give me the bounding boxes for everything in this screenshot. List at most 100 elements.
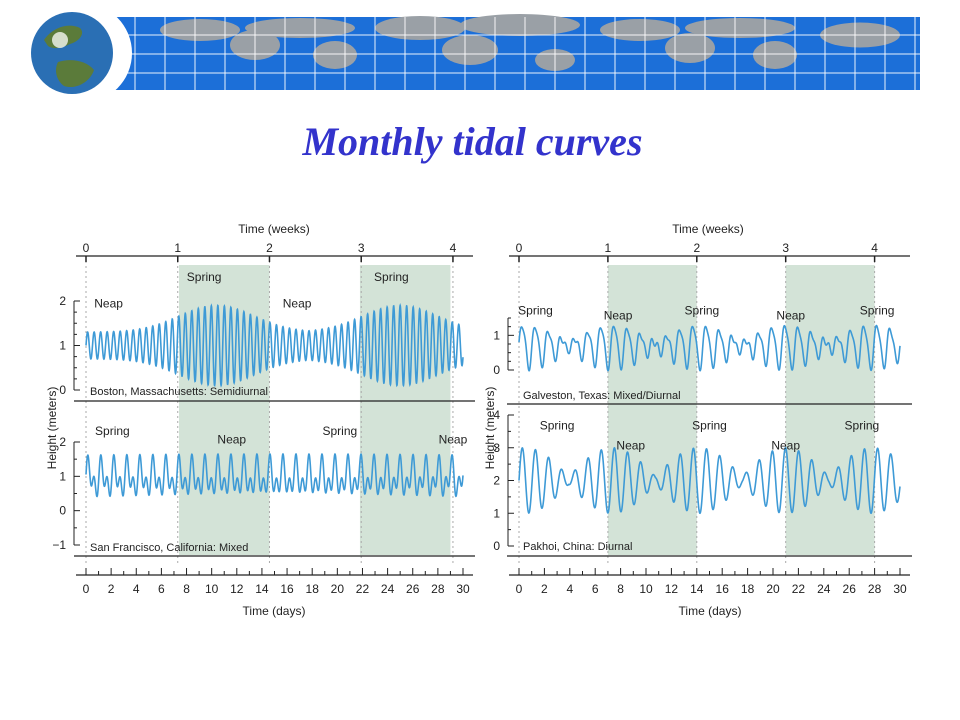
annotation-label: Spring [692, 419, 727, 433]
y-tick-label: 2 [493, 474, 500, 488]
day-tick-label: 18 [741, 582, 755, 596]
annotation-label: Neap [771, 438, 800, 452]
spring-band [785, 265, 875, 555]
week-tick-label: 0 [516, 241, 523, 255]
day-tick-label: 26 [843, 582, 857, 596]
y-tick-label: 3 [493, 441, 500, 455]
day-tick-label: 22 [792, 582, 806, 596]
tide-curve [85, 302, 464, 388]
annotation-label: Spring [845, 419, 880, 433]
day-tick-label: 24 [381, 582, 395, 596]
left-y-axis-label: Height (meters) [45, 387, 59, 470]
boston-station-label: Boston, Massachusetts: Semidiurnal [90, 386, 268, 398]
left-bottom-axis-label: Time (days) [243, 604, 306, 618]
map-landmass [245, 18, 355, 38]
day-tick-label: 0 [516, 582, 523, 596]
day-tick-label: 2 [108, 582, 115, 596]
galveston-station-label: Galveston, Texas: Mixed/Diurnal [523, 390, 681, 402]
week-tick-label: 3 [358, 241, 365, 255]
y-tick-label: 2 [59, 294, 66, 308]
y-tick-label: −1 [52, 538, 66, 552]
week-tick-label: 2 [266, 241, 273, 255]
week-tick-label: 4 [450, 241, 457, 255]
day-tick-label: 14 [255, 582, 269, 596]
annotation-label: Spring [860, 304, 895, 318]
day-tick-label: 10 [639, 582, 653, 596]
map-landmass [685, 18, 795, 38]
week-tick-label: 0 [83, 241, 90, 255]
map-grid [112, 17, 920, 90]
week-tick-label: 1 [174, 241, 181, 255]
day-tick-label: 8 [183, 582, 190, 596]
tide-curve [85, 452, 464, 498]
sanfrancisco-station-label: San Francisco, California: Mixed [90, 542, 248, 554]
day-tick-label: 0 [83, 582, 90, 596]
day-tick-label: 24 [817, 582, 831, 596]
tide-curve [518, 324, 901, 372]
annotation-label: Neap [616, 438, 645, 452]
week-tick-label: 1 [605, 241, 612, 255]
y-tick-label: 1 [493, 506, 500, 520]
y-tick-label: 0 [59, 383, 66, 397]
spring-band [359, 265, 451, 555]
day-tick-label: 10 [205, 582, 219, 596]
slide-title: Monthly tidal curves [302, 119, 643, 164]
y-tick-label: 0 [59, 504, 66, 518]
annotation-label: Neap [776, 309, 805, 323]
map-landmass [375, 16, 465, 40]
tide-curve [518, 446, 901, 515]
day-tick-label: 12 [665, 582, 679, 596]
day-tick-label: 30 [893, 582, 907, 596]
day-tick-label: 4 [566, 582, 573, 596]
map-landmass [313, 41, 357, 69]
day-tick-label: 18 [306, 582, 320, 596]
day-tick-label: 2 [541, 582, 548, 596]
day-tick-label: 28 [868, 582, 882, 596]
day-tick-label: 16 [280, 582, 294, 596]
map-landmass [753, 41, 797, 69]
map-landmass [460, 14, 580, 36]
annotation-label: Neap [283, 297, 312, 311]
day-tick-label: 28 [431, 582, 445, 596]
pakhoi-station-label: Pakhoi, China: Diurnal [523, 541, 632, 553]
header-banner [31, 3, 920, 103]
y-tick-label: 1 [493, 328, 500, 342]
day-tick-label: 26 [406, 582, 420, 596]
map-landmass [442, 35, 498, 65]
right-bottom-axis-label: Time (days) [679, 604, 742, 618]
week-tick-label: 3 [782, 241, 789, 255]
day-tick-label: 20 [766, 582, 780, 596]
y-tick-label: 1 [59, 469, 66, 483]
annotation-label: Spring [187, 270, 222, 284]
right-y-axis-label: Height (meters) [483, 387, 497, 470]
week-tick-label: 4 [871, 241, 878, 255]
annotation-label: Spring [323, 424, 358, 438]
day-tick-label: 6 [592, 582, 599, 596]
day-tick-label: 12 [230, 582, 244, 596]
y-tick-label: 0 [493, 539, 500, 553]
annotation-label: Spring [518, 304, 553, 318]
y-tick-label: 2 [59, 435, 66, 449]
right-top-axis-label: Time (weeks) [672, 222, 744, 236]
day-tick-label: 16 [716, 582, 730, 596]
map-landmass [665, 33, 715, 63]
day-tick-label: 22 [356, 582, 370, 596]
day-tick-label: 4 [133, 582, 140, 596]
day-tick-label: 20 [331, 582, 345, 596]
y-tick-label: 0 [493, 363, 500, 377]
day-tick-label: 14 [690, 582, 704, 596]
y-tick-label: 1 [59, 339, 66, 353]
annotation-label: Spring [95, 424, 130, 438]
annotation-label: Spring [685, 304, 720, 318]
annotation-label: Neap [94, 297, 123, 311]
annotation-label: Neap [604, 309, 633, 323]
day-tick-label: 6 [158, 582, 165, 596]
y-tick-label: 4 [493, 408, 500, 422]
annotation-label: Spring [540, 419, 575, 433]
day-tick-label: 30 [456, 582, 470, 596]
week-tick-label: 2 [693, 241, 700, 255]
annotation-label: Neap [217, 433, 246, 447]
annotation-label: Spring [374, 270, 409, 284]
day-tick-label: 8 [617, 582, 624, 596]
